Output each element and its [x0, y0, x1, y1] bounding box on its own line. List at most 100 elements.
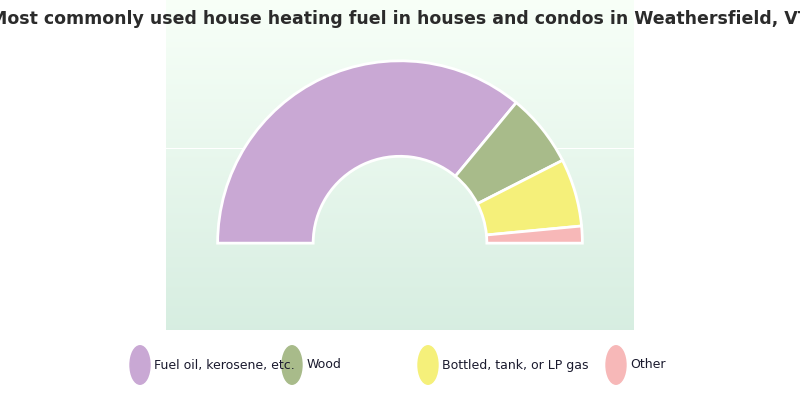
Bar — [166, 140, 634, 141]
Bar — [166, 47, 634, 48]
Bar — [166, 185, 634, 186]
Bar — [166, 51, 634, 52]
Bar — [166, 305, 634, 306]
Bar — [166, 109, 634, 110]
Bar — [166, 230, 634, 231]
Bar — [166, 164, 634, 165]
Bar — [166, 42, 634, 43]
Ellipse shape — [606, 346, 626, 384]
Bar — [166, 12, 634, 13]
Bar — [166, 10, 634, 11]
Bar — [166, 45, 634, 46]
Bar — [166, 260, 634, 261]
Wedge shape — [218, 61, 516, 243]
Bar — [166, 2, 634, 3]
Bar — [166, 63, 634, 64]
Bar — [166, 218, 634, 219]
Bar — [166, 210, 634, 211]
Bar — [166, 69, 634, 70]
Bar — [166, 97, 634, 98]
Bar — [166, 129, 634, 130]
Ellipse shape — [282, 346, 302, 384]
Bar — [166, 293, 634, 294]
Text: Fuel oil, kerosene, etc.: Fuel oil, kerosene, etc. — [154, 358, 295, 372]
Bar — [166, 99, 634, 100]
Bar — [166, 329, 634, 330]
Bar — [166, 4, 634, 6]
Bar — [166, 31, 634, 32]
Bar — [166, 234, 634, 235]
Bar — [166, 319, 634, 320]
Bar — [166, 20, 634, 21]
Bar — [166, 327, 634, 328]
Text: Other: Other — [630, 358, 666, 372]
Bar — [166, 176, 634, 177]
Bar — [166, 82, 634, 84]
Bar — [166, 0, 634, 1]
Bar — [166, 52, 634, 53]
Bar — [166, 258, 634, 260]
Bar — [166, 217, 634, 218]
Bar — [166, 207, 634, 208]
Bar — [166, 151, 634, 152]
Bar — [166, 55, 634, 56]
Bar — [166, 199, 634, 200]
Bar — [166, 209, 634, 210]
Bar — [166, 192, 634, 194]
Bar — [166, 249, 634, 250]
Bar — [166, 53, 634, 54]
Bar — [166, 198, 634, 199]
Bar — [166, 87, 634, 88]
Bar — [166, 96, 634, 97]
Bar — [166, 90, 634, 91]
Bar — [166, 251, 634, 252]
Bar — [166, 239, 634, 240]
Bar — [166, 100, 634, 101]
Wedge shape — [478, 160, 582, 235]
Bar — [166, 67, 634, 68]
Bar — [166, 157, 634, 158]
Bar — [166, 232, 634, 233]
Bar — [166, 123, 634, 124]
Bar — [166, 21, 634, 22]
Bar — [166, 80, 634, 81]
Bar — [166, 160, 634, 162]
Bar — [166, 88, 634, 89]
Bar — [166, 314, 634, 316]
Bar — [166, 307, 634, 308]
Bar — [166, 298, 634, 299]
Bar — [166, 128, 634, 129]
Bar — [166, 58, 634, 59]
Bar — [166, 265, 634, 266]
Bar — [166, 221, 634, 222]
Bar — [166, 132, 634, 133]
Bar — [166, 141, 634, 142]
Text: Wood: Wood — [306, 358, 342, 372]
Bar — [166, 184, 634, 185]
Bar — [166, 111, 634, 112]
Bar — [166, 178, 634, 179]
Wedge shape — [486, 226, 582, 243]
Bar — [166, 70, 634, 72]
Bar — [166, 262, 634, 263]
Bar — [166, 66, 634, 67]
Bar — [166, 187, 634, 188]
Bar — [166, 136, 634, 138]
Bar — [166, 220, 634, 221]
Bar — [166, 38, 634, 40]
Bar — [166, 117, 634, 118]
Bar — [166, 212, 634, 213]
Bar — [166, 309, 634, 310]
Bar — [166, 26, 634, 28]
Bar — [166, 297, 634, 298]
Bar — [166, 180, 634, 182]
Bar — [166, 22, 634, 23]
Bar — [166, 156, 634, 157]
Bar — [166, 253, 634, 254]
Bar — [166, 1, 634, 2]
Bar — [166, 119, 634, 120]
Bar — [166, 77, 634, 78]
Bar — [166, 229, 634, 230]
Bar — [166, 124, 634, 125]
Bar — [166, 320, 634, 321]
